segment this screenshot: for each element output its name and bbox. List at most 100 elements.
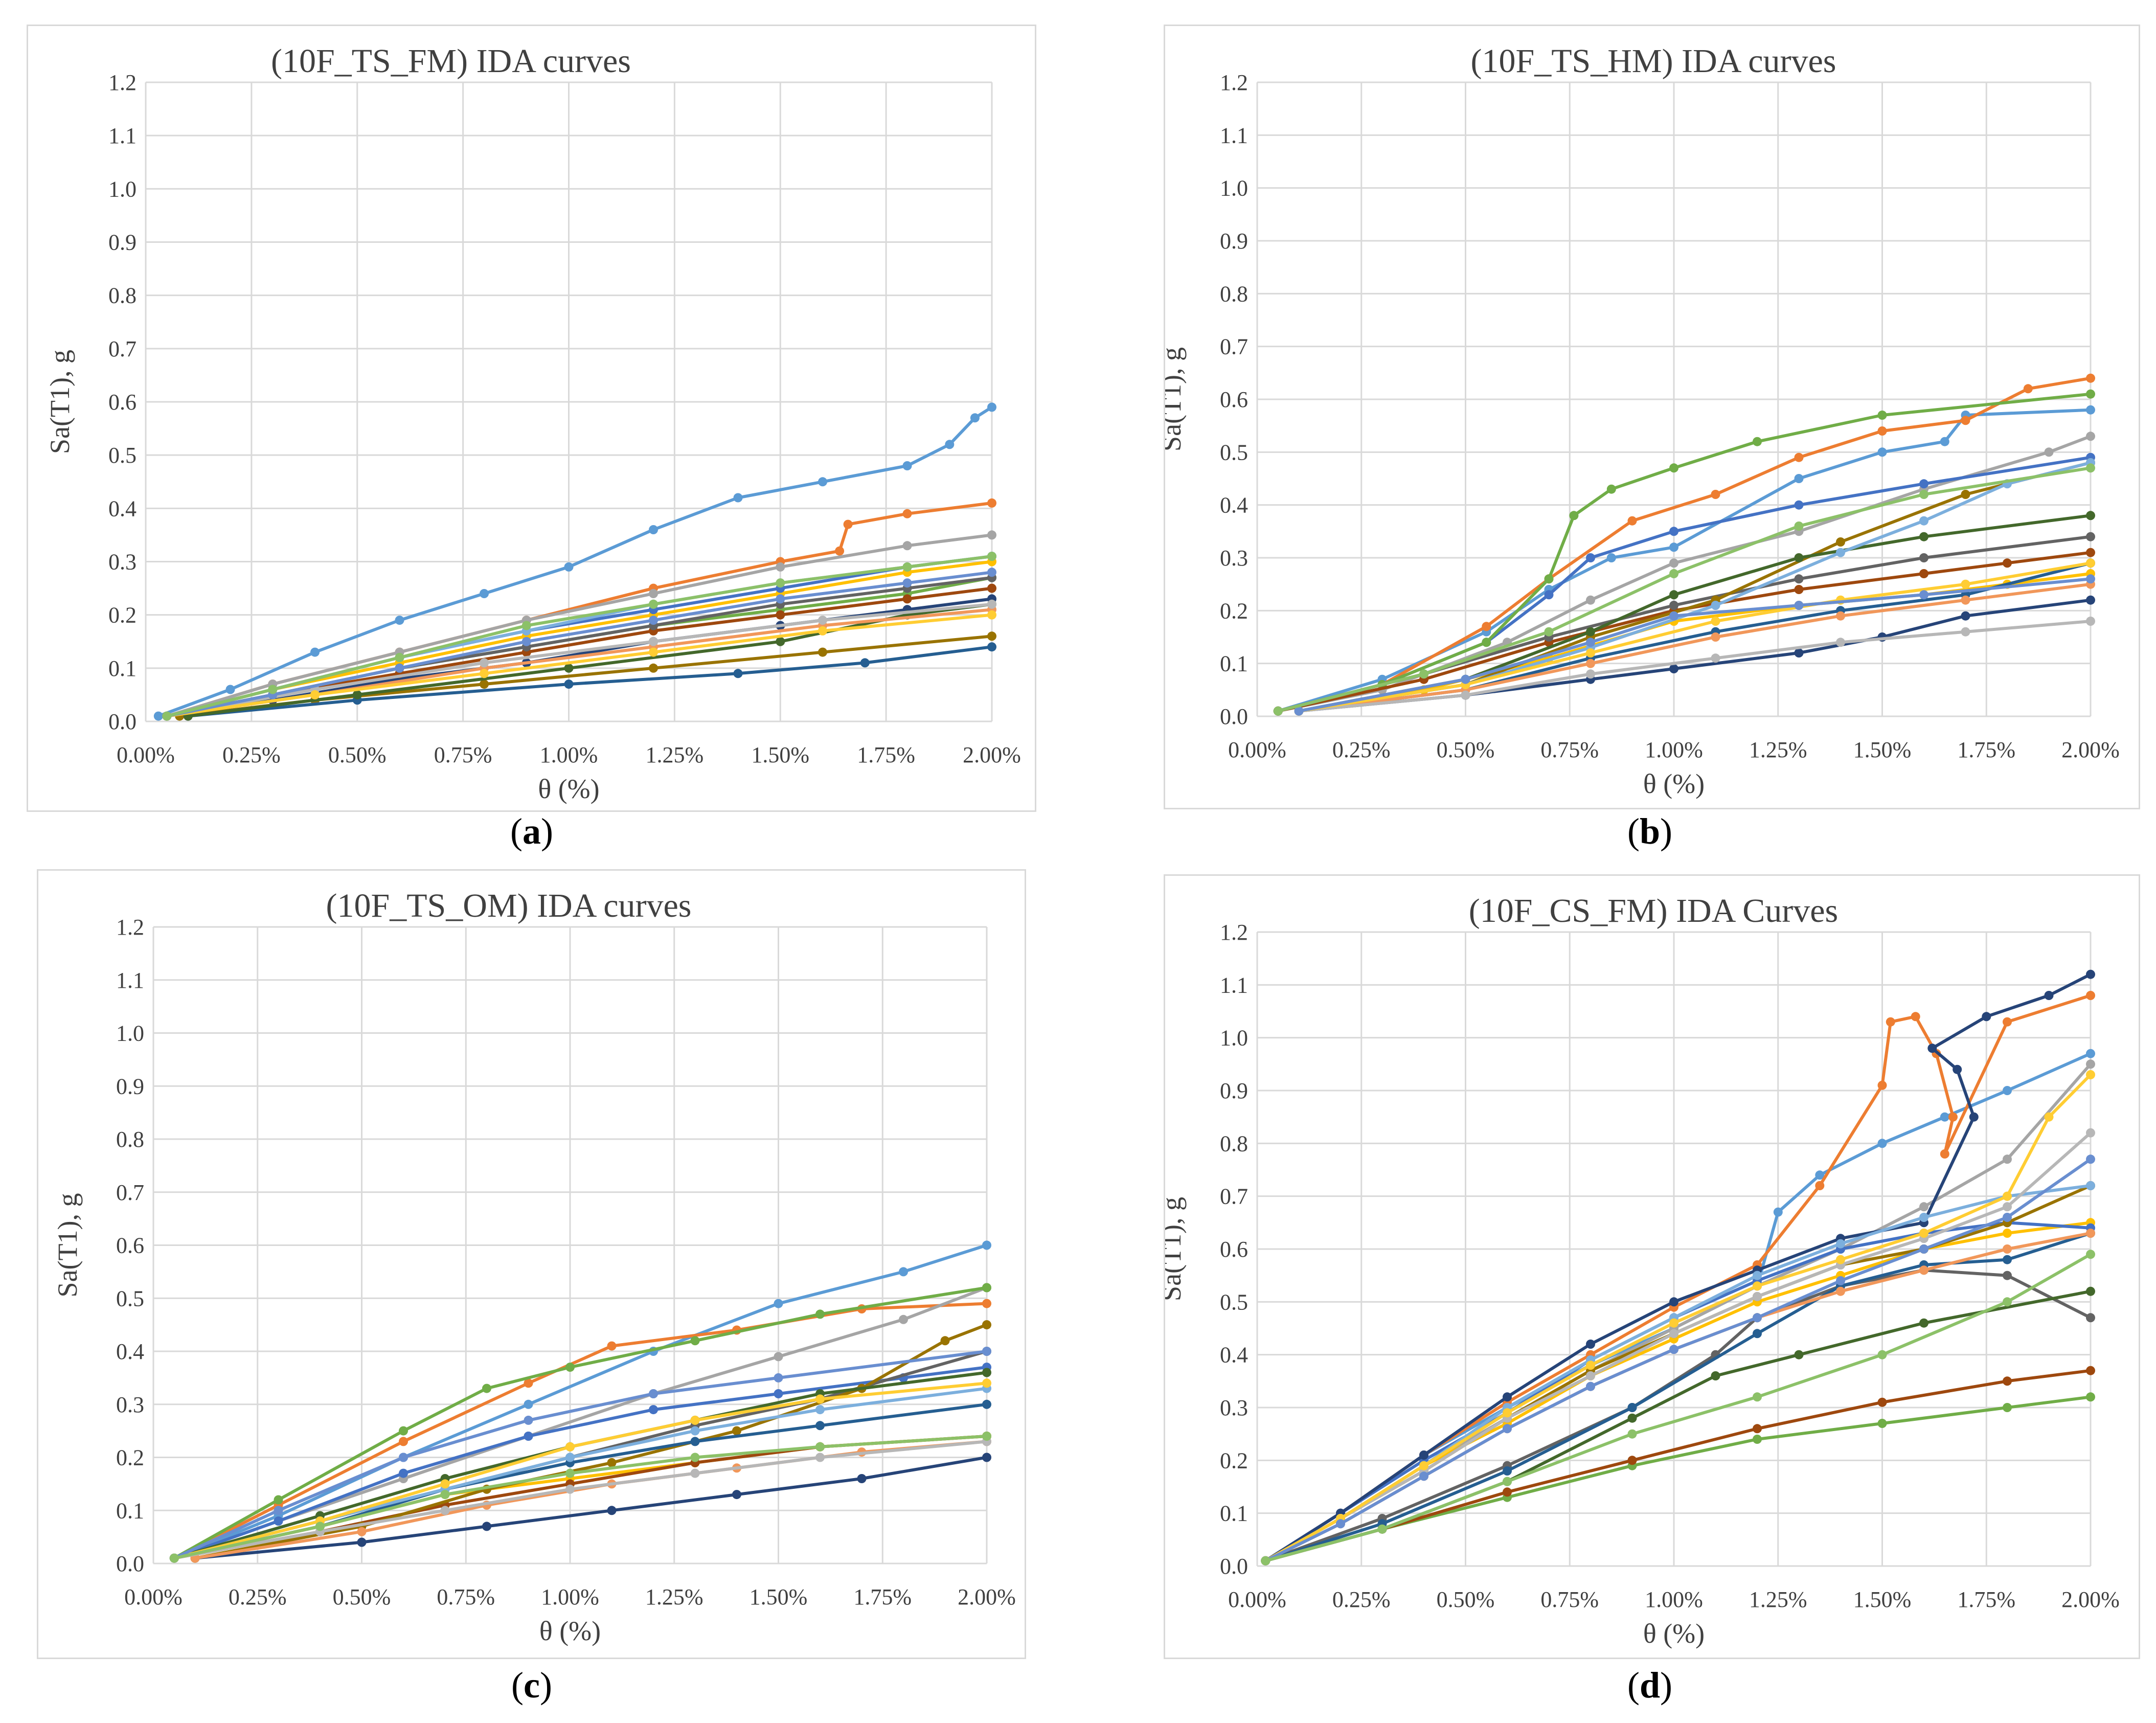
chart-panel-c: (10F_TS_OM) IDA curves 0.0 0.1 0.2 0.3 0.4 0.5…: [37, 869, 1026, 1659]
data-point: [690, 1426, 700, 1436]
data-point: [225, 685, 235, 694]
caption-c: (c): [511, 1665, 552, 1706]
x-tick-label: 1.25%: [1749, 737, 1807, 762]
data-point: [352, 690, 362, 699]
y-tick-label: 0.0: [1220, 1554, 1248, 1579]
chart-b: (10F_TS_HM) IDA curves 0.0 0.1 0.2 0.3 0.4 0.5…: [1165, 42, 2120, 799]
data-point: [1261, 1556, 1270, 1566]
data-point: [902, 562, 912, 572]
data-point: [1669, 558, 1678, 568]
data-point: [1569, 511, 1579, 520]
series-line: [166, 571, 992, 718]
data-point: [1794, 574, 1804, 584]
y-tick-label: 0.8: [116, 1127, 144, 1152]
series-GM2: [1261, 991, 2095, 1566]
data-point: [1753, 437, 1762, 446]
x-tick-label: 1.75%: [1957, 737, 2015, 762]
data-point: [649, 637, 658, 646]
data-point: [733, 493, 743, 503]
data-point: [1836, 638, 1845, 647]
x-tick-label: 1.50%: [750, 1584, 808, 1609]
data-point: [1794, 474, 1804, 483]
data-point: [521, 621, 531, 630]
data-point: [902, 578, 912, 588]
x-axis-label: θ (%): [539, 1616, 601, 1646]
data-point: [482, 1522, 491, 1531]
data-point: [1586, 1361, 1595, 1370]
data-point: [2086, 595, 2095, 605]
series-GM13: [1261, 1181, 2095, 1566]
series-line: [173, 1302, 987, 1560]
y-tick-label: 1.2: [108, 70, 137, 95]
data-point: [776, 578, 785, 588]
x-tick-label: 1.00%: [540, 742, 598, 767]
data-point: [774, 1299, 783, 1308]
data-point: [1953, 1064, 1962, 1074]
chart-panel-a: (10F_TS_FM) IDA curves 0.0 0.1 0.2 0.3 0.4 0.5…: [27, 25, 1036, 812]
y-tick-label: 0.0: [108, 709, 137, 734]
data-point: [2086, 1181, 2095, 1190]
data-point: [987, 552, 996, 561]
data-point: [1544, 627, 1554, 637]
data-point: [2086, 389, 2095, 399]
data-point: [1794, 500, 1804, 510]
data-point: [1794, 648, 1804, 658]
data-point: [1919, 516, 1928, 526]
data-point: [649, 1405, 658, 1415]
data-point: [2086, 558, 2095, 568]
data-point: [1606, 553, 1616, 562]
data-point: [357, 1537, 367, 1547]
series-line: [1264, 994, 2091, 1562]
data-point: [480, 658, 489, 668]
series-line: [188, 645, 992, 718]
data-point: [1877, 447, 1887, 457]
data-point: [732, 1490, 741, 1500]
data-point: [1461, 690, 1470, 700]
series-line: [1278, 392, 2091, 713]
data-point: [899, 1267, 908, 1277]
y-tick-label: 0.0: [1220, 704, 1248, 729]
data-point: [1586, 1371, 1595, 1380]
x-tick-label: 0.00%: [124, 1584, 183, 1609]
x-tick-label: 0.75%: [1540, 737, 1599, 762]
data-point: [987, 498, 996, 508]
data-point: [1773, 1207, 1783, 1217]
data-point: [982, 1368, 991, 1377]
data-point: [1273, 706, 1283, 716]
data-point: [2086, 463, 2095, 473]
data-point: [1482, 638, 1491, 647]
data-point: [268, 685, 278, 694]
data-point: [2003, 1376, 2012, 1386]
data-point: [1419, 1471, 1428, 1481]
series-GM17: [1294, 574, 2095, 716]
x-axis-label: θ (%): [538, 774, 599, 804]
data-point: [818, 647, 827, 657]
series-line: [1264, 1158, 2092, 1562]
data-point: [2003, 1229, 2012, 1238]
x-tick-label: 2.00%: [2061, 737, 2120, 762]
data-point: [607, 1458, 617, 1467]
series-GM14: [1261, 1229, 2095, 1566]
series-line: [166, 602, 992, 718]
data-point: [987, 599, 996, 609]
data-point: [1336, 1519, 1345, 1529]
data-point: [860, 658, 870, 668]
y-tick-label: 1.1: [116, 968, 144, 993]
data-point: [857, 1474, 867, 1483]
data-point: [1836, 611, 1845, 621]
data-point: [1711, 490, 1720, 499]
data-point: [2086, 532, 2095, 541]
data-point: [649, 525, 658, 534]
data-point: [1948, 1112, 1958, 1122]
data-point: [818, 616, 827, 625]
data-point: [1919, 1229, 1928, 1238]
data-point: [565, 1442, 575, 1452]
y-tick-label: 0.9: [1220, 229, 1248, 254]
data-point: [1911, 1012, 1920, 1022]
x-tick-label: 0.75%: [1540, 1587, 1599, 1612]
y-tick-label: 0.3: [116, 1392, 144, 1417]
data-point: [524, 1415, 533, 1425]
x-tick-label: 1.25%: [646, 742, 704, 767]
series-line: [1265, 1268, 2092, 1562]
x-tick-label: 1.00%: [1645, 737, 1703, 762]
